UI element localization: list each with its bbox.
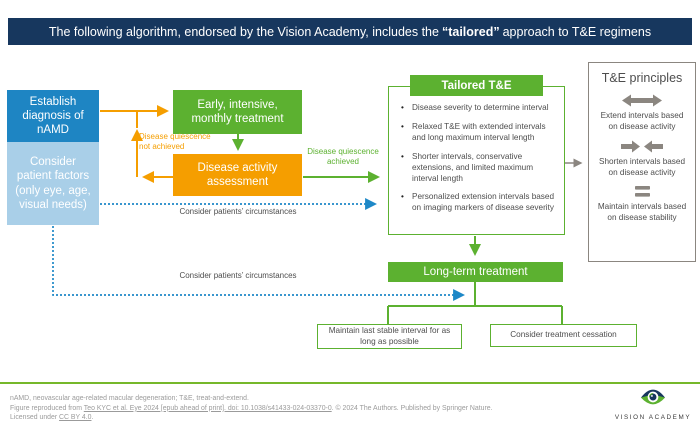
title-banner: The following algorithm, endorsed by the…	[8, 18, 692, 45]
citation-link[interactable]: Teo KYC et al. Eye 2024 [epub ahead of p…	[83, 404, 332, 412]
banner-text-after: approach to T&E regimens	[502, 24, 652, 39]
establish-diagnosis-box: Establish diagnosis of nAMD	[7, 90, 99, 142]
tailored-te-panel: Disease severity to determine interval R…	[388, 86, 565, 235]
footer-citation: Figure reproduced from Teo KYC et al. Ey…	[10, 404, 570, 414]
tailored-te-header: Tailored T&E	[410, 75, 543, 96]
treatment-cessation-box: Consider treatment cessation	[490, 324, 637, 347]
maintain-interval-box: Maintain last stable interval for as lon…	[317, 324, 462, 349]
dotted-arrow-circumstances-2	[52, 226, 465, 301]
early-treatment-box: Early, intensive, monthly treatment	[173, 90, 302, 134]
license-link[interactable]: CC BY 4.0	[59, 414, 92, 422]
footer-divider	[0, 382, 700, 384]
license-prefix: Licensed under	[10, 414, 60, 422]
circumstances-label-2: Consider patients’ circumstances	[179, 271, 297, 280]
achieved-label: Disease quiescence achieved	[307, 147, 379, 167]
tailored-bullet: Shorter intervals, conservative extensio…	[401, 152, 558, 185]
long-term-treatment-box: Long-term treatment	[388, 262, 563, 282]
circumstances-label-1: Consider patients’ circumstances	[179, 207, 297, 216]
te-principles-panel: T&E principles Extend intervals based on…	[588, 62, 696, 262]
license-suffix: .	[91, 414, 94, 422]
branch-longterm-connector	[387, 282, 563, 324]
shorten-arrows-icon	[589, 140, 695, 153]
vision-academy-eye-icon	[641, 389, 665, 405]
patient-factors-label: Consider patient factors (only eye, age,…	[15, 156, 91, 211]
banner-text-before: The following algorithm, endorsed by the…	[48, 24, 439, 39]
footer-abbreviations: nAMD, neovascular age-related macular de…	[10, 395, 249, 402]
extend-arrows-icon	[589, 94, 695, 107]
tailored-bullet: Relaxed T&E with extended intervals and …	[401, 122, 558, 144]
principles-title: T&E principles	[601, 71, 683, 85]
citation-prefix: Figure reproduced from	[10, 404, 84, 412]
establish-diagnosis-label: Establish diagnosis of nAMD	[22, 95, 84, 136]
disease-activity-label: Disease activity assessment	[197, 161, 278, 188]
vision-academy-logo: VISION ACADEMY	[606, 387, 700, 421]
citation-suffix: . © 2024 The Authors. Published by Sprin…	[331, 404, 493, 412]
tailored-bullet-list: Disease severity to determine interval R…	[401, 103, 558, 214]
disease-activity-box: Disease activity assessment	[173, 154, 302, 196]
treatment-cessation-label: Consider treatment cessation	[510, 330, 617, 340]
shorten-intervals-text: Shorten intervals based on disease activ…	[598, 157, 686, 178]
patient-factors-box: Consider patient factors (only eye, age,…	[7, 142, 99, 225]
not-achieved-label: Disease quiescence not achieved	[139, 132, 211, 152]
vision-academy-wordmark: VISION ACADEMY	[614, 414, 692, 421]
footer-license: Licensed under CC BY 4.0.	[10, 413, 570, 423]
banner-highlight: “tailored”	[441, 24, 500, 39]
footer-attribution: nAMD, neovascular age-related macular de…	[10, 394, 570, 423]
tailored-bullet: Personalized extension intervals based o…	[401, 192, 558, 214]
tailored-bullet: Disease severity to determine interval	[401, 103, 558, 114]
equals-icon	[589, 185, 695, 198]
early-treatment-label: Early, intensive, monthly treatment	[191, 98, 284, 125]
maintain-interval-label: Maintain last stable interval for as lon…	[328, 325, 451, 346]
extend-intervals-text: Extend intervals based on disease activi…	[600, 111, 684, 132]
maintain-intervals-text: Maintain intervals based on disease stab…	[597, 202, 687, 223]
